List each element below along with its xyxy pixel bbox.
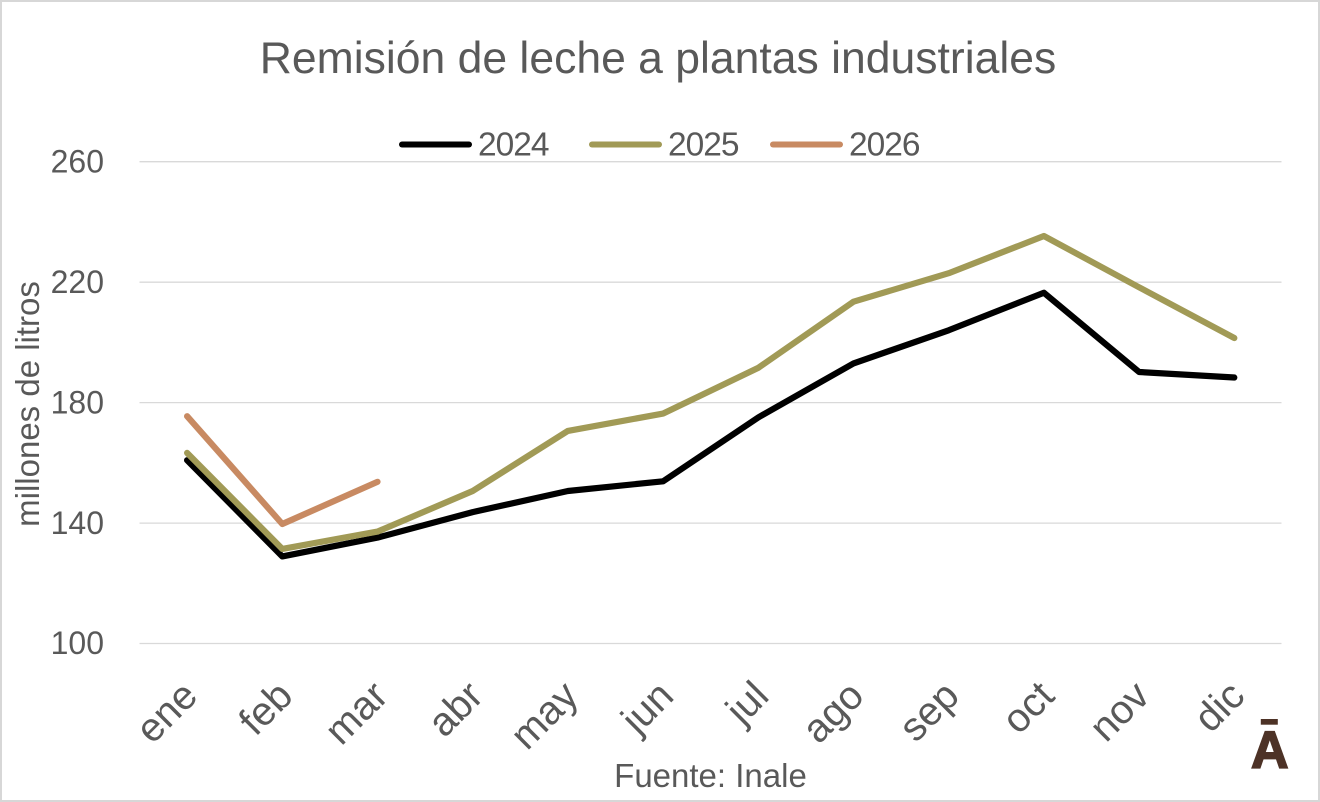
svg-text:Fuente: Inale: Fuente: Inale	[614, 757, 807, 794]
svg-text:A: A	[1251, 721, 1289, 779]
svg-text:260: 260	[51, 143, 104, 179]
svg-text:140: 140	[51, 505, 104, 541]
svg-text:2026: 2026	[849, 127, 920, 164]
svg-text:millones de litros: millones de litros	[9, 281, 46, 527]
svg-text:220: 220	[51, 264, 104, 300]
svg-text:180: 180	[51, 384, 104, 420]
svg-text:2024: 2024	[478, 127, 549, 164]
svg-text:100: 100	[51, 625, 104, 661]
svg-text:2025: 2025	[668, 127, 739, 164]
svg-text:Remisión de leche a plantas in: Remisión de leche a plantas industriales	[260, 34, 1057, 83]
